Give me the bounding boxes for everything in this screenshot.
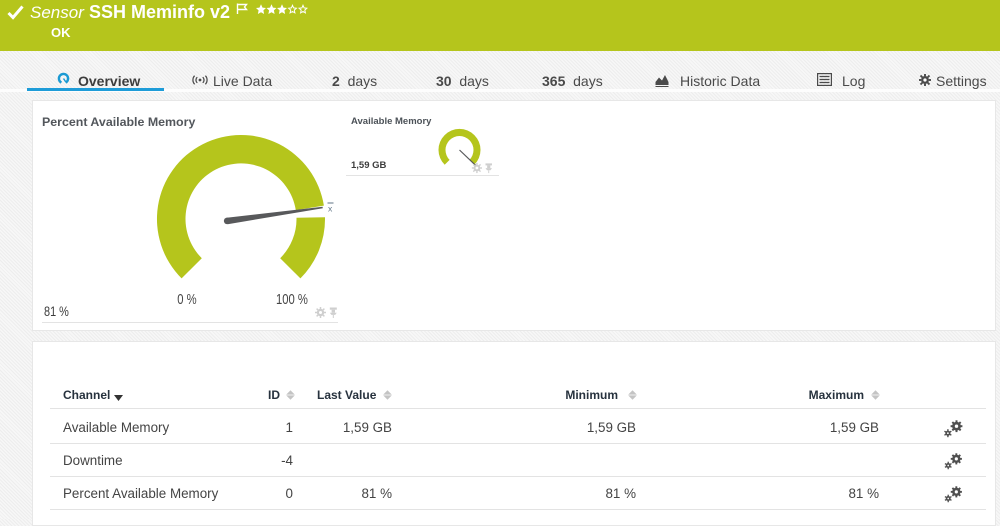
svg-text:x: x [328,204,333,214]
